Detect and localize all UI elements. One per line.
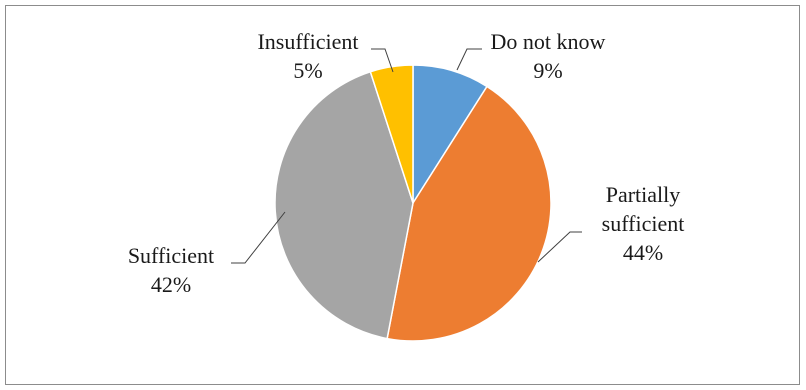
- pie-slices: [274, 64, 552, 342]
- slice-labels: Do not know 9% Partially sufficient 44% Suffi…: [128, 29, 685, 297]
- slice-value-label: 44%: [623, 240, 663, 265]
- slice-category-label: Insufficient: [257, 29, 358, 54]
- leader-line-do-not-know: [456, 48, 482, 71]
- slice-value-label: 9%: [533, 58, 562, 83]
- leader-line-sufficient: [231, 211, 286, 264]
- slice-category-label: Sufficient: [128, 243, 214, 268]
- slice-value-label: 42%: [151, 272, 191, 297]
- slice-value-label: 5%: [293, 58, 322, 83]
- slice-category-label: Do not know: [491, 29, 606, 54]
- slice-category-label: sufficient: [602, 211, 685, 236]
- pie-slice-partially-sufficient: [386, 85, 552, 342]
- leader-lines: [231, 48, 582, 264]
- leader-line-partially-sufficient: [537, 231, 582, 263]
- pie-slice-sufficient: [274, 70, 414, 340]
- slice-category-label: Partially: [606, 182, 681, 207]
- leader-line-insufficient: [371, 48, 394, 73]
